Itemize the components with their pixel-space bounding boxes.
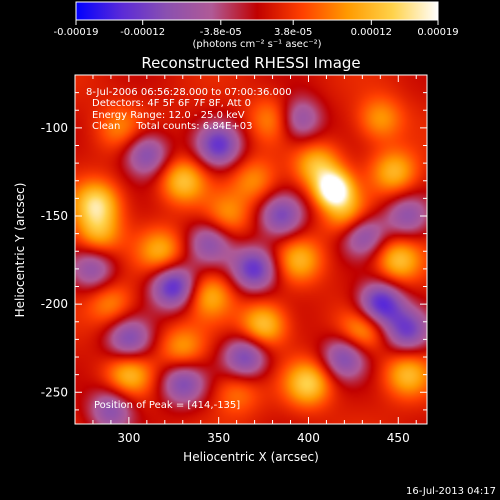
- chart-title: Reconstructed RHESSI Image: [141, 54, 360, 72]
- annotation-detectors: Detectors: 4F 5F 6F 7F 8F, Att 0: [92, 98, 251, 109]
- x-axis-label: Heliocentric X (arcsec): [183, 450, 319, 464]
- colorbar-tick-label: 3.8e-05: [274, 27, 312, 38]
- heatmap-image: [75, 75, 427, 424]
- x-tick-label: 400: [297, 431, 320, 445]
- y-tick-label: -200: [41, 297, 68, 311]
- footer-timestamp: 16-Jul-2013 04:17: [406, 486, 496, 497]
- colorbar-ticks: -0.00019 -0.00012 -3.8e-05 3.8e-05 0.00012 0.…: [54, 20, 459, 38]
- annotation-energy-range: Energy Range: 12.0 - 25.0 keV: [92, 110, 245, 121]
- colorbar-tick-label: -0.00019: [54, 27, 99, 38]
- colorbar-tick-label: 0.00019: [417, 27, 458, 38]
- y-tick-label: -150: [41, 209, 68, 223]
- colorbar: [75, 1, 439, 21]
- colorbar-unit-label: (photons cm⁻² s⁻¹ asec⁻²): [192, 39, 321, 50]
- x-tick-label: 300: [117, 431, 140, 445]
- axis-ticks: 300 350 400 450 -100 -150 -200 -250: [41, 75, 427, 445]
- x-tick-label: 450: [387, 431, 410, 445]
- annotation-clean-counts: Clean Total counts: 6.84E+03: [92, 121, 252, 132]
- plot-frame: [74, 74, 428, 425]
- y-tick-label: -250: [41, 385, 68, 399]
- x-tick-label: 350: [207, 431, 230, 445]
- peak-position-label: Position of Peak = [414,-135]: [94, 400, 240, 411]
- colorbar-tick-label: 0.00012: [351, 27, 392, 38]
- colorbar-tick-label: -3.8e-05: [200, 27, 242, 38]
- colorbar-tick-label: -0.00012: [120, 27, 165, 38]
- y-tick-label: -100: [41, 121, 68, 135]
- annotation-time-range: 8-Jul-2006 06:56:28.000 to 07:00:36.000: [86, 87, 292, 98]
- y-axis-label: Heliocentric Y (arcsec): [13, 183, 27, 318]
